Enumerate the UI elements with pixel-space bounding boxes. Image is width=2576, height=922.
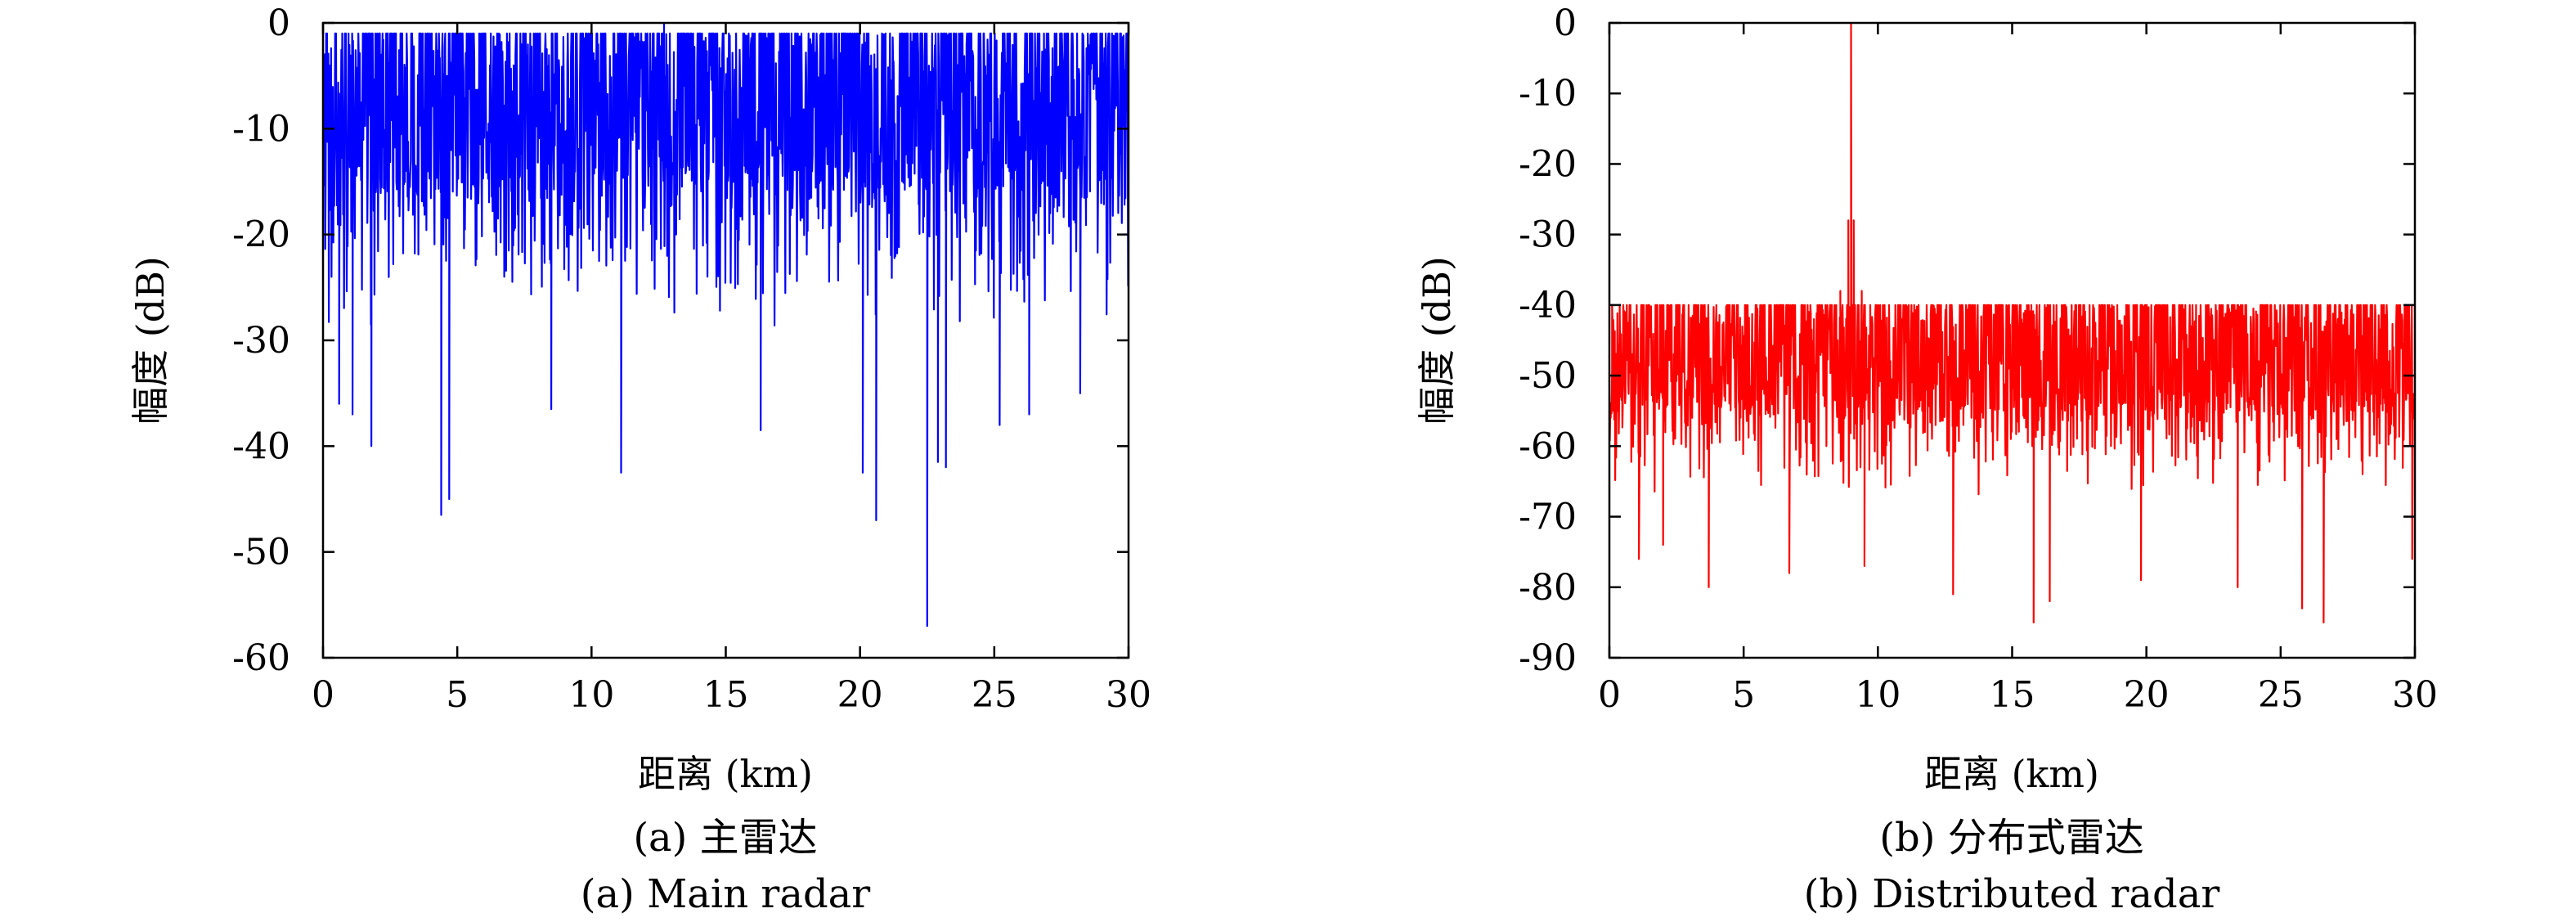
y-tick-label-b: -90 bbox=[1519, 637, 1577, 679]
y-tick-label-a: -10 bbox=[232, 108, 290, 150]
xlabel-a: 距离 (km) bbox=[638, 752, 813, 796]
caption-en-b: (b) Distributed radar bbox=[1804, 871, 2220, 917]
y-tick-label-b: -10 bbox=[1519, 73, 1577, 115]
x-tick-label-b: 0 bbox=[1598, 674, 1621, 716]
y-tick-label-b: -50 bbox=[1519, 355, 1577, 397]
x-tick-label-b: 25 bbox=[2258, 674, 2304, 716]
ticks-b: 0 5 10 15 20 25 30 0 -10 -20 -30 -40 -50 -60 -70 -80 -90 bbox=[1519, 2, 2438, 716]
caption-cn-b: (b) 分布式雷达 bbox=[1879, 815, 2143, 861]
y-tick-label-b: -30 bbox=[1519, 214, 1577, 256]
xlabel-b: 距离 (km) bbox=[1924, 752, 2099, 796]
plot-area-b bbox=[1609, 21, 2415, 623]
x-tick-label-a: 30 bbox=[1106, 674, 1151, 716]
y-tick-label-b: -80 bbox=[1519, 567, 1577, 609]
y-tick-label-b: -40 bbox=[1519, 285, 1577, 326]
y-tick-label-a: -20 bbox=[232, 214, 290, 256]
x-tick-label-a: 25 bbox=[972, 674, 1017, 716]
caption-cn-a: (a) 主雷达 bbox=[633, 815, 817, 861]
y-tick-label-b: 0 bbox=[1554, 2, 1577, 44]
ticks-a: 0 5 10 15 20 25 30 0 -10 -20 -30 -40 -50 -60 bbox=[232, 2, 1151, 716]
panel-b: 0 5 10 15 20 25 30 0 -10 -20 -30 -40 -50 -60 -70 -80 -90… bbox=[1415, 2, 2438, 917]
x-tick-label-b: 15 bbox=[1990, 674, 2035, 716]
x-tick-label-a: 5 bbox=[446, 674, 469, 716]
caption-en-a: (a) Main radar bbox=[581, 871, 871, 917]
y-tick-label-a: -60 bbox=[232, 637, 290, 679]
series-line-b bbox=[1609, 21, 2415, 623]
y-tick-label-b: -70 bbox=[1519, 497, 1577, 538]
y-tick-label-b: -20 bbox=[1519, 143, 1577, 185]
y-tick-label-a: -30 bbox=[232, 320, 290, 362]
x-tick-label-a: 15 bbox=[703, 674, 749, 716]
y-tick-label-a: -40 bbox=[232, 425, 290, 467]
x-tick-label-b: 10 bbox=[1855, 674, 1901, 716]
plot-area-a bbox=[323, 21, 1129, 627]
x-tick-label-b: 5 bbox=[1732, 674, 1755, 716]
x-tick-label-a: 10 bbox=[568, 674, 614, 716]
x-tick-label-a: 20 bbox=[837, 674, 883, 716]
panel-a: 0 5 10 15 20 25 300-10-20-30-40-50-60 幅度 (dB) … bbox=[128, 2, 1151, 917]
ylabel-b: 幅度 (dB) bbox=[1415, 256, 1459, 425]
x-tick-label-a: 0 bbox=[312, 674, 334, 716]
y-tick-label-a: 0 bbox=[267, 2, 290, 44]
series-line-a bbox=[323, 21, 1129, 627]
x-tick-label-b: 30 bbox=[2392, 674, 2438, 716]
ylabel-a: 幅度 (dB) bbox=[128, 256, 173, 425]
y-tick-label-b: -60 bbox=[1519, 425, 1577, 467]
x-tick-label-b: 20 bbox=[2124, 674, 2170, 716]
y-tick-label-a: -50 bbox=[232, 532, 290, 573]
